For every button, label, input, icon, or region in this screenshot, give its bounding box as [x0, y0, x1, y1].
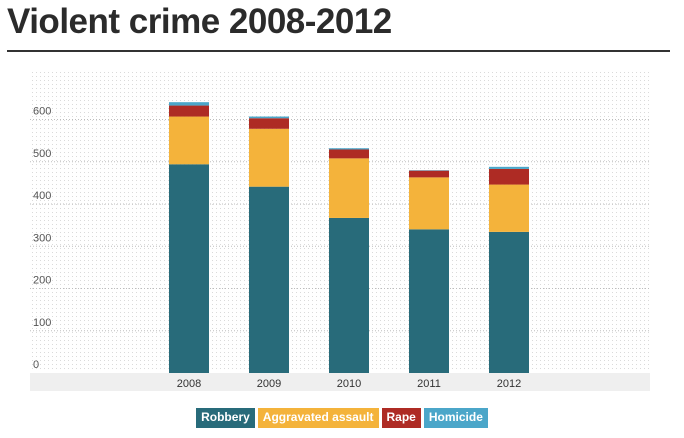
x-axis-band: [30, 373, 650, 391]
y-tick-label: 300: [33, 232, 51, 244]
bar-2010-robbery: [329, 217, 369, 373]
y-tick-label: 200: [33, 275, 51, 287]
bar-2009-aggravated-assault: [249, 128, 289, 187]
bar-2008-rape: [169, 105, 209, 117]
bar-2010-rape: [329, 149, 369, 159]
legend-item-homicide: Homicide: [423, 408, 488, 428]
bar-2009-robbery: [249, 186, 289, 373]
legend-item-aggravated-assault: Aggravated assault: [257, 408, 379, 428]
bar-2012-aggravated-assault: [489, 184, 529, 232]
y-tick-label: 100: [33, 317, 51, 329]
x-tick-label: 2008: [177, 378, 201, 390]
bar-2012-robbery: [489, 231, 529, 373]
bar-2008-aggravated-assault: [169, 116, 209, 165]
legend: Robbery Aggravated assault Rape Homicide: [0, 408, 684, 428]
x-tick-label: 2011: [417, 378, 441, 390]
bar-2012-rape: [489, 168, 529, 185]
bar-2009-homicide: [249, 116, 289, 119]
bar-2008-robbery: [169, 164, 209, 373]
bar-2011-robbery: [409, 229, 449, 373]
bar-2012-homicide: [489, 166, 529, 169]
chart-title: Violent crime 2008-2012: [7, 2, 392, 41]
y-tick-label: 400: [33, 190, 51, 202]
y-tick-label: 500: [33, 148, 51, 160]
title-underline: [7, 50, 670, 52]
legend-item-robbery: Robbery: [196, 408, 255, 428]
x-tick-label: 2009: [257, 378, 281, 390]
legend-item-rape: Rape: [381, 408, 421, 428]
x-tick-label: 2010: [337, 378, 361, 390]
stacked-bar-chart: 0 100 200 300 400 500 600 2008 2009 2010 2011 2012: [30, 72, 650, 391]
y-tick-label: 0: [33, 359, 39, 371]
bar-2009-rape: [249, 118, 289, 129]
y-tick-label: 600: [33, 106, 51, 118]
bar-2010-aggravated-assault: [329, 158, 369, 218]
bar-2011-rape: [409, 170, 449, 178]
bar-2011-aggravated-assault: [409, 177, 449, 230]
bar-2008-homicide: [169, 102, 209, 106]
x-tick-label: 2012: [497, 378, 521, 390]
bar-2010-homicide: [329, 148, 369, 150]
